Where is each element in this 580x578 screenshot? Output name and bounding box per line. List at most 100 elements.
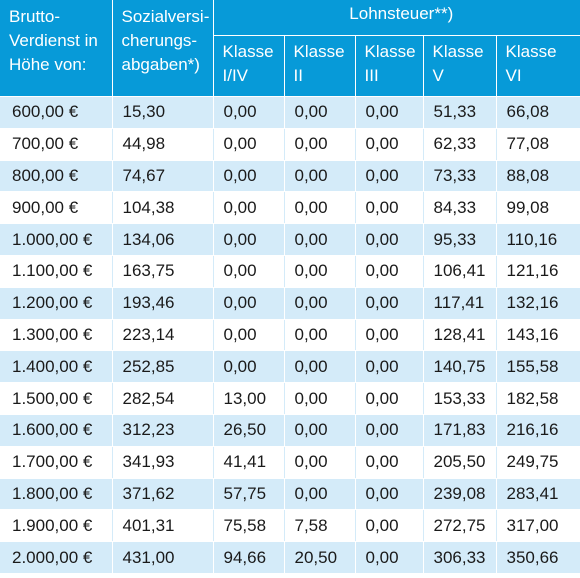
header-brutto-line: Höhe von: <box>9 55 87 74</box>
header-sozial-line: abgaben*) <box>121 55 200 74</box>
cell-klasse-3: 0,00 <box>355 287 424 320</box>
header-klasse-label: Klasse <box>505 42 557 61</box>
cell-klasse-2: 0,00 <box>284 223 356 256</box>
cell-klasse-1-4: 94,66 <box>213 541 285 574</box>
header-klasse-1-4: Klasse I/IV <box>213 35 285 97</box>
cell-sozialabgaben: 44,98 <box>112 128 214 161</box>
table-row: 1.100,00 €163,75 0,00 0,00 0,00 106,41 121,16 <box>0 255 580 288</box>
header-klasse-5: Klasse V <box>423 35 497 97</box>
header-brutto-verdienst: Brutto- Verdienst in Höhe von: <box>0 0 113 97</box>
cell-klasse-5: 106,41 <box>423 255 497 288</box>
cell-brutto-verdienst: 600,00 € <box>0 96 113 129</box>
cell-sozialabgaben: 341,93 <box>112 446 214 479</box>
cell-klasse-2: 0,00 <box>284 350 356 384</box>
cell-klasse-3: 0,00 <box>355 255 424 288</box>
cell-klasse-2: 0,00 <box>284 414 356 447</box>
cell-sozialabgaben: 74,67 <box>112 160 214 193</box>
cell-klasse-2: 0,00 <box>284 319 356 352</box>
cell-klasse-2: 0,00 <box>284 160 356 193</box>
cell-klasse-3: 0,00 <box>355 509 424 543</box>
cell-klasse-3: 0,00 <box>355 191 424 225</box>
header-brutto-line: Brutto- <box>9 7 61 26</box>
cell-klasse-6: 66,08 <box>496 96 580 129</box>
cell-klasse-1-4: 0,00 <box>213 128 285 161</box>
cell-brutto-verdienst: 1.700,00 € <box>0 446 113 479</box>
cell-brutto-verdienst: 1.300,00 € <box>0 319 113 352</box>
cell-klasse-1-4: 0,00 <box>213 160 285 193</box>
cell-klasse-3: 0,00 <box>355 160 424 193</box>
table-row: 1.200,00 €193,46 0,00 0,00 0,00 117,41 132,16 <box>0 287 580 320</box>
cell-klasse-3: 0,00 <box>355 446 424 479</box>
cell-klasse-6: 216,16 <box>496 414 580 447</box>
table-row: 1.800,00 €371,62 57,75 0,00 0,00 239,08 283,4… <box>0 478 580 511</box>
cell-sozialabgaben: 15,30 <box>112 96 214 129</box>
header-klasse-number: II <box>293 66 303 85</box>
header-klasse-6: Klasse VI <box>496 35 580 97</box>
cell-brutto-verdienst: 1.500,00 € <box>0 382 113 415</box>
cell-klasse-1-4: 0,00 <box>213 191 285 225</box>
cell-klasse-5: 51,33 <box>423 96 497 129</box>
cell-klasse-6: 155,58 <box>496 350 580 384</box>
header-klasse-number: V <box>432 66 444 85</box>
header-klasse-number: I/IV <box>222 66 249 85</box>
table-row: 1.400,00 €252,85 0,00 0,00 0,00 140,75 155,58 <box>0 350 580 384</box>
cell-klasse-5: 95,33 <box>423 223 497 256</box>
cell-klasse-1-4: 13,00 <box>213 382 285 415</box>
cell-klasse-2: 20,50 <box>284 541 356 574</box>
cell-sozialabgaben: 312,23 <box>112 414 214 447</box>
table-row: 900,00 €104,38 0,00 0,00 0,00 84,33 99,08 <box>0 191 580 225</box>
cell-klasse-1-4: 75,58 <box>213 509 285 543</box>
cell-klasse-2: 0,00 <box>284 478 356 511</box>
cell-brutto-verdienst: 2.000,00 € <box>0 541 113 574</box>
cell-klasse-6: 317,00 <box>496 509 580 543</box>
cell-klasse-3: 0,00 <box>355 414 424 447</box>
cell-klasse-6: 132,16 <box>496 287 580 320</box>
header-sozial-line: cherungs- <box>121 31 198 50</box>
header-klasse-label: Klasse <box>293 42 345 61</box>
cell-klasse-1-4: 0,00 <box>213 96 285 129</box>
cell-sozialabgaben: 282,54 <box>112 382 214 415</box>
cell-brutto-verdienst: 1.600,00 € <box>0 414 113 447</box>
cell-klasse-3: 0,00 <box>355 96 424 129</box>
cell-klasse-6: 283,41 <box>496 478 580 511</box>
table-row: 2.000,00 €431,00 94,66 20,50 0,00 306,33 350,… <box>0 541 580 574</box>
cell-sozialabgaben: 252,85 <box>112 350 214 384</box>
cell-brutto-verdienst: 900,00 € <box>0 191 113 225</box>
cell-klasse-6: 350,66 <box>496 541 580 574</box>
header-klasse-3: Klasse III <box>355 35 424 97</box>
cell-klasse-1-4: 26,50 <box>213 414 285 447</box>
header-klasse-number: VI <box>505 66 522 85</box>
header-sozialversicherungsabgaben: Sozialversi- cherungs- abgaben*) <box>112 0 214 97</box>
table-row: 1.500,00 €282,54 13,00 0,00 0,00 153,33 182,5… <box>0 382 580 415</box>
header-klasse-label: Klasse <box>364 42 416 61</box>
cell-sozialabgaben: 401,31 <box>112 509 214 543</box>
cell-klasse-6: 121,16 <box>496 255 580 288</box>
table-row: 1.300,00 €223,14 0,00 0,00 0,00 128,41 143,16 <box>0 319 580 352</box>
table-row: 1.900,00 €401,31 75,58 7,58 0,00 272,75 317,0… <box>0 509 580 543</box>
cell-klasse-2: 0,00 <box>284 191 356 225</box>
cell-klasse-6: 88,08 <box>496 160 580 193</box>
cell-klasse-5: 73,33 <box>423 160 497 193</box>
cell-klasse-6: 77,08 <box>496 128 580 161</box>
cell-klasse-6: 182,58 <box>496 382 580 415</box>
cell-klasse-2: 7,58 <box>284 509 356 543</box>
cell-klasse-1-4: 41,41 <box>213 446 285 479</box>
cell-klasse-5: 153,33 <box>423 382 497 415</box>
table-row: 700,00 €44,98 0,00 0,00 0,00 62,33 77,08 <box>0 128 580 161</box>
cell-klasse-1-4: 0,00 <box>213 350 285 384</box>
cell-klasse-5: 205,50 <box>423 446 497 479</box>
cell-klasse-6: 249,75 <box>496 446 580 479</box>
cell-brutto-verdienst: 1.200,00 € <box>0 287 113 320</box>
table-row: 800,00 €74,67 0,00 0,00 0,00 73,33 88,08 <box>0 160 580 193</box>
cell-klasse-6: 143,16 <box>496 319 580 352</box>
header-sozial-line: Sozialversi- <box>121 7 210 26</box>
cell-brutto-verdienst: 1.000,00 € <box>0 223 113 256</box>
cell-klasse-5: 306,33 <box>423 541 497 574</box>
table-header: Brutto- Verdienst in Höhe von: Sozialver… <box>0 0 580 97</box>
table-body: 600,00 €15,30 0,00 0,00 0,00 51,33 66,08 700,0… <box>0 96 580 574</box>
cell-klasse-1-4: 0,00 <box>213 287 285 320</box>
cell-klasse-5: 171,83 <box>423 414 497 447</box>
cell-sozialabgaben: 163,75 <box>112 255 214 288</box>
cell-klasse-3: 0,00 <box>355 128 424 161</box>
cell-brutto-verdienst: 1.400,00 € <box>0 350 113 384</box>
